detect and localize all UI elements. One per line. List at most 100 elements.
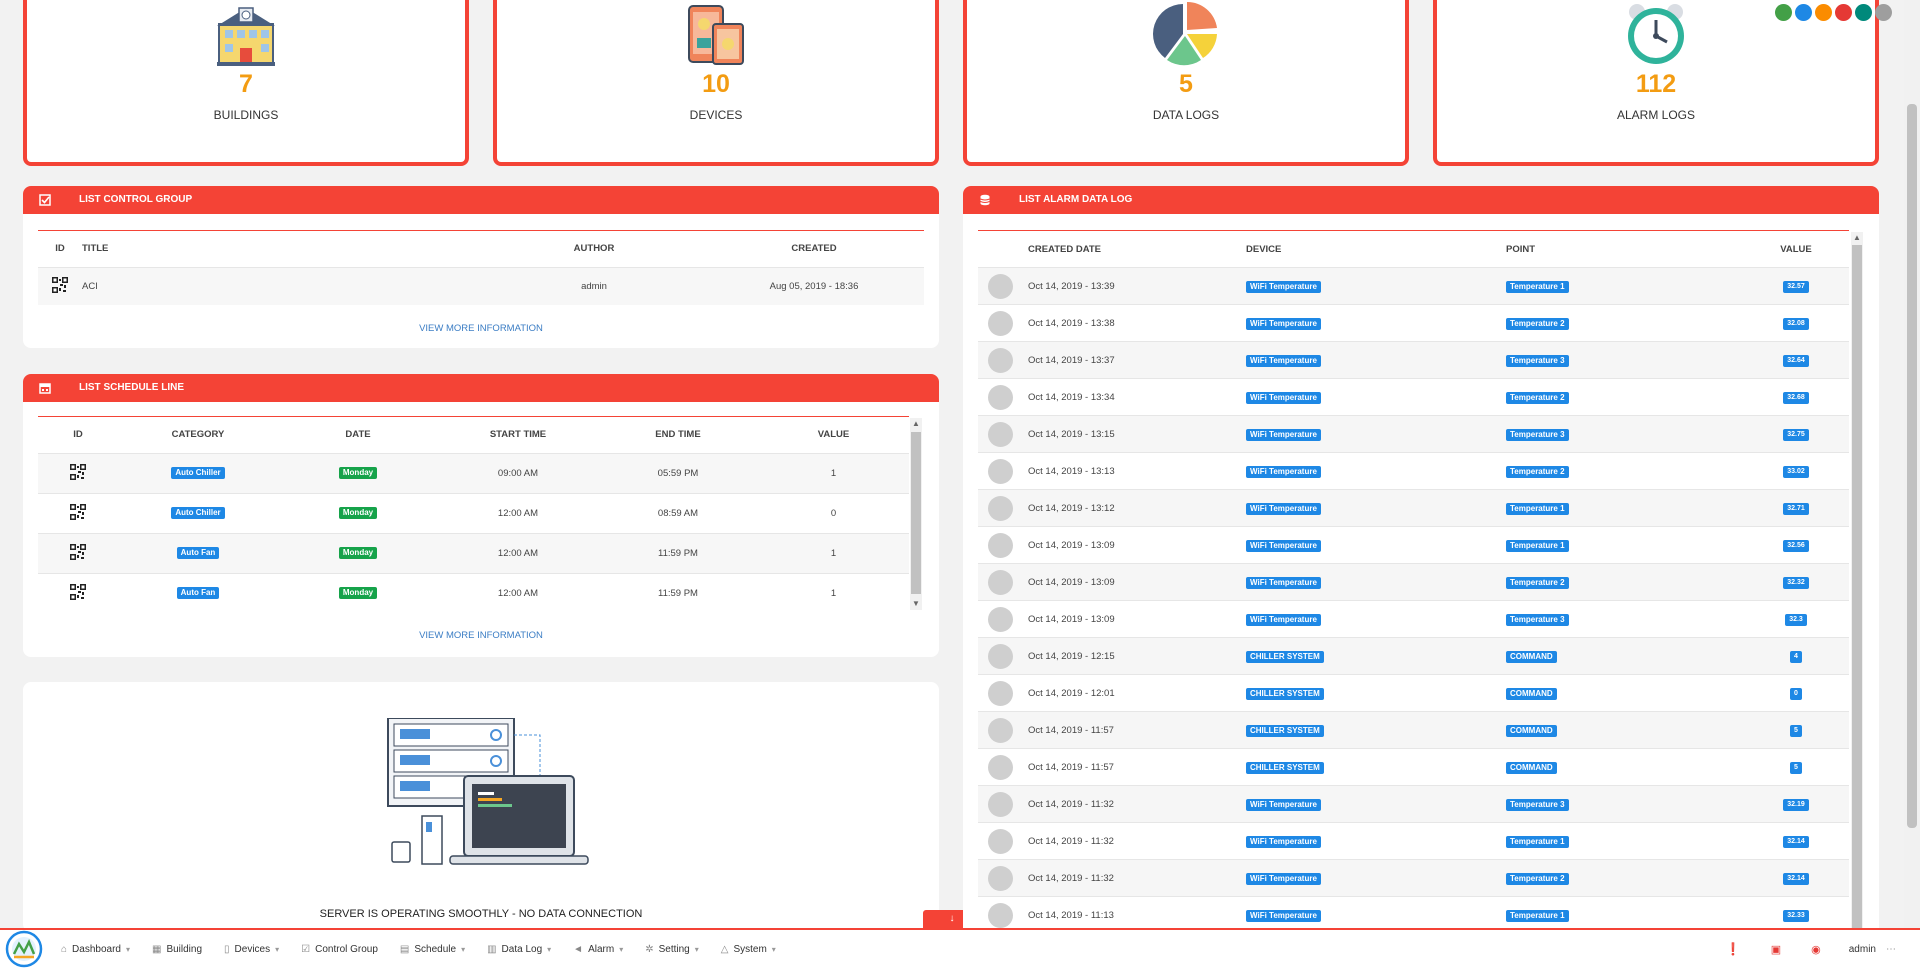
list-item[interactable]: Oct 14, 2019 - 13:34 WiFi Temperature Temp…	[978, 378, 1849, 415]
list-item[interactable]: Oct 14, 2019 - 13:09 WiFi Temperature Temp…	[978, 563, 1849, 600]
nav-item-control-group[interactable]: ☑ Control Group	[301, 944, 378, 955]
list-item[interactable]: Oct 14, 2019 - 13:37 WiFi Temperature Temp…	[978, 341, 1849, 378]
list-item[interactable]: Oct 14, 2019 - 11:13 WiFi Temperature Temp…	[978, 896, 1849, 928]
device-badge: WiFi Temperature	[1246, 576, 1321, 589]
end-time: 11:59 PM	[598, 533, 758, 573]
table-row[interactable]: Auto Chiller Monday 09:00 AM 05:59 PM 1	[38, 453, 909, 493]
point-badge: Temperature 1	[1506, 835, 1569, 848]
list-item[interactable]: Oct 14, 2019 - 13:09 WiFi Temperature Temp…	[978, 600, 1849, 637]
list-item[interactable]: Oct 14, 2019 - 13:15 WiFi Temperature Temp…	[978, 415, 1849, 452]
table-row[interactable]: Auto Chiller Monday 12:00 AM 08:59 AM 0	[38, 493, 909, 533]
list-item[interactable]: Oct 14, 2019 - 13:39 WiFi Temperature Temp…	[978, 267, 1849, 304]
theme-color-dot[interactable]	[1795, 4, 1812, 21]
view-more-link[interactable]: VIEW MORE INFORMATION	[419, 323, 543, 334]
caret-down-icon: ▾	[547, 944, 552, 954]
theme-color-dot[interactable]	[1815, 4, 1832, 21]
column-header: CREATED DATE	[1028, 243, 1102, 255]
column-header: DATE	[345, 429, 371, 441]
device-badge: WiFi Temperature	[1246, 391, 1321, 404]
scrollbar-thumb[interactable]	[1852, 245, 1862, 928]
alert-icon[interactable]: ❗	[1725, 942, 1741, 956]
date-badge: Monday	[338, 467, 378, 479]
nav-item-building[interactable]: ▦ Building	[152, 944, 202, 955]
theme-color-dot[interactable]	[1855, 4, 1872, 21]
device-badge: CHILLER SYSTEM	[1246, 650, 1324, 663]
table-row[interactable]: Auto Fan Monday 12:00 AM 11:59 PM 1	[38, 573, 909, 613]
nav-item-dashboard[interactable]: ⌂ Dashboard ▾	[61, 944, 130, 955]
stat-card-buildings[interactable]: 7 BUILDINGS	[23, 0, 469, 166]
list-item[interactable]: Oct 14, 2019 - 11:32 WiFi Temperature Temp…	[978, 859, 1849, 896]
list-item[interactable]: Oct 14, 2019 - 13:38 WiFi Temperature Temp…	[978, 304, 1849, 341]
list-item[interactable]: Oct 14, 2019 - 12:15 CHILLER SYSTEM COMMAN…	[978, 637, 1849, 674]
status-dot	[988, 310, 1013, 336]
value-badge: 32.14	[1783, 873, 1809, 885]
device-badge: WiFi Temperature	[1246, 872, 1321, 885]
scroll-up-icon[interactable]: ▲	[1853, 233, 1861, 242]
theme-color-dot[interactable]	[1835, 4, 1852, 21]
server-illustration	[378, 717, 618, 873]
user-name[interactable]: admin	[1848, 943, 1876, 955]
alarm-date: Oct 14, 2019 - 13:37	[1028, 354, 1115, 366]
page-scrollbar[interactable]	[1904, 0, 1920, 928]
caret-down-icon: ▾	[619, 944, 624, 954]
theme-color-dot[interactable]	[1775, 4, 1792, 21]
stat-card-alarm-logs[interactable]: 112 ALARM LOGS	[1433, 0, 1879, 166]
scrollbar-thumb[interactable]	[911, 432, 921, 594]
nav-item-schedule[interactable]: ▤ Schedule ▾	[400, 944, 465, 955]
list-item[interactable]: Oct 14, 2019 - 13:12 WiFi Temperature Temp…	[978, 489, 1849, 526]
alarm-date: Oct 14, 2019 - 11:13	[1028, 909, 1114, 921]
value-badge: 32.3	[1785, 614, 1807, 626]
globe-icon[interactable]: ◉	[1811, 943, 1821, 956]
list-item[interactable]: Oct 14, 2019 - 12:01 CHILLER SYSTEM COMMAN…	[978, 674, 1849, 711]
checkbox-icon: ☑	[301, 943, 311, 955]
image-icon[interactable]: ▣	[1770, 943, 1782, 956]
cogs-icon: ✲	[645, 943, 654, 955]
alarm-date: Oct 14, 2019 - 11:32	[1028, 872, 1114, 884]
alarm-date: Oct 14, 2019 - 12:15	[1028, 650, 1115, 662]
nav-item-setting[interactable]: ✲ Setting ▾	[645, 944, 699, 955]
stat-card-devices[interactable]: 10 DEVICES	[493, 0, 939, 166]
more-icon[interactable]: ⋯	[1886, 943, 1896, 955]
device-badge: WiFi Temperature	[1246, 539, 1321, 552]
device-badge: WiFi Temperature	[1246, 909, 1321, 922]
schedule-scrollbar[interactable]: ▲ ▼	[910, 418, 922, 610]
list-item[interactable]: Oct 14, 2019 - 13:09 WiFi Temperature Temp…	[978, 526, 1849, 563]
point-badge: Temperature 2	[1506, 872, 1569, 885]
nav-item-system[interactable]: △ System ▾	[721, 944, 776, 955]
stat-card-data-logs[interactable]: 5 DATA LOGS	[963, 0, 1409, 166]
nav-item-label: Setting	[658, 943, 690, 955]
list-item[interactable]: Oct 14, 2019 - 11:57 CHILLER SYSTEM COMMAN…	[978, 711, 1849, 748]
schedule-value: 1	[830, 587, 837, 599]
start-time: 12:00 AM	[497, 587, 539, 599]
home-icon: ⌂	[61, 943, 68, 955]
group-title: ACI	[82, 267, 484, 305]
column-header: ID	[73, 429, 83, 441]
column-header: AUTHOR	[573, 243, 615, 255]
nav-item-data-log[interactable]: ▥ Data Log ▾	[487, 944, 551, 955]
scroll-down-icon[interactable]: ▼	[912, 599, 920, 608]
list-item[interactable]: Oct 14, 2019 - 11:32 WiFi Temperature Temp…	[978, 822, 1849, 859]
column-header: DEVICE	[1246, 243, 1282, 255]
device-badge: WiFi Temperature	[1246, 798, 1321, 811]
database-icon	[980, 194, 990, 206]
status-dot	[988, 754, 1013, 780]
app-logo[interactable]	[5, 930, 43, 968]
date-badge: Monday	[338, 547, 378, 559]
alarm-scrollbar[interactable]: ▲	[1851, 232, 1863, 928]
list-item[interactable]: Oct 14, 2019 - 11:57 CHILLER SYSTEM COMMAN…	[978, 748, 1849, 785]
view-more-link[interactable]: VIEW MORE INFORMATION	[419, 630, 543, 641]
nav-item-alarm[interactable]: ◄ Alarm ▾	[573, 944, 623, 955]
building-small-icon: ▦	[151, 943, 162, 955]
list-item[interactable]: Oct 14, 2019 - 13:13 WiFi Temperature Temp…	[978, 452, 1849, 489]
list-item[interactable]: Oct 14, 2019 - 11:32 WiFi Temperature Temp…	[978, 785, 1849, 822]
scroll-up-icon[interactable]: ▲	[912, 419, 920, 428]
point-badge: Temperature 3	[1506, 354, 1569, 367]
nav-item-label: Data Log	[501, 943, 543, 955]
table-row[interactable]: Auto Fan Monday 12:00 AM 11:59 PM 1	[38, 533, 909, 573]
schedule-value: 1	[758, 453, 909, 493]
theme-color-dot[interactable]	[1875, 4, 1892, 21]
page-scrollbar-thumb[interactable]	[1907, 104, 1917, 828]
table-row[interactable]: ACI admin Aug 05, 2019 - 18:36	[38, 267, 924, 305]
alarm-date: Oct 14, 2019 - 13:15	[1028, 428, 1115, 440]
nav-item-devices[interactable]: ▯ Devices ▾	[224, 944, 279, 955]
